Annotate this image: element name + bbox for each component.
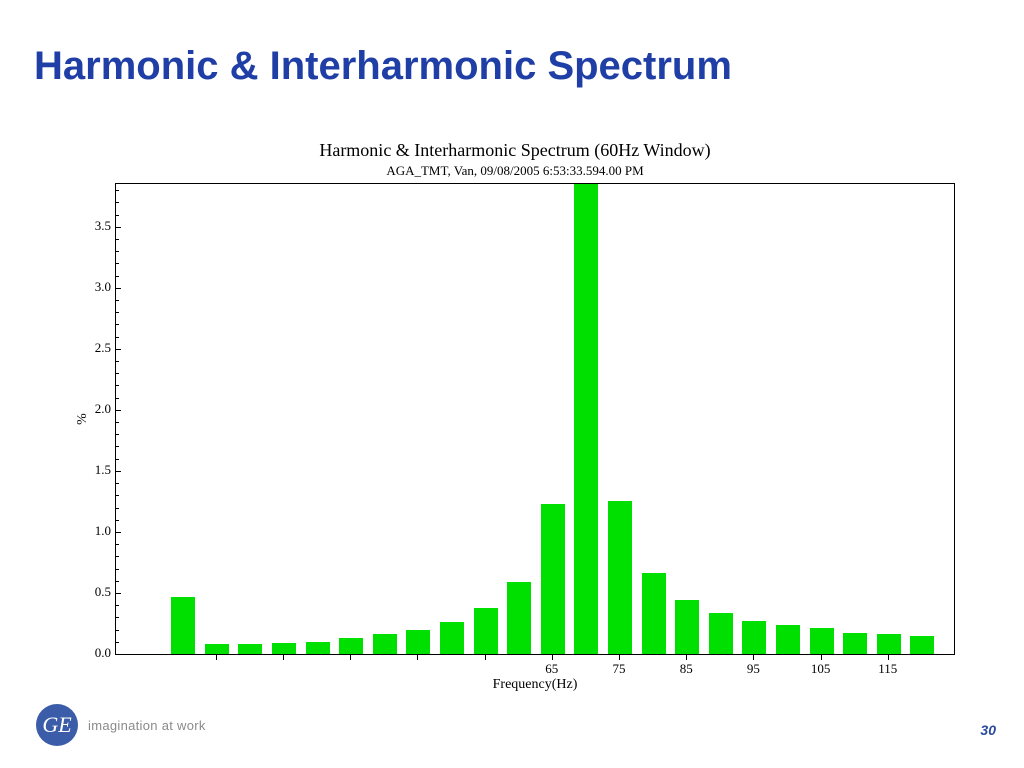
y-tick-mark: [116, 227, 121, 228]
y-tick-label: 2.5: [95, 340, 111, 356]
bar: [675, 600, 699, 654]
y-axis-ticks: 0.00.51.01.52.02.53.03.5: [91, 183, 115, 653]
y-tick-label: 2.0: [95, 401, 111, 417]
y-minor-tick: [116, 422, 119, 423]
page-number: 30: [980, 722, 996, 738]
bar: [608, 501, 632, 654]
y-minor-tick: [116, 569, 119, 570]
bar: [709, 613, 733, 655]
bar: [843, 633, 867, 654]
y-minor-tick: [116, 434, 119, 435]
x-tick-mark: [350, 655, 351, 660]
y-minor-tick: [116, 385, 119, 386]
plot-area: [115, 183, 955, 655]
bar: [776, 625, 800, 654]
y-minor-tick: [116, 483, 119, 484]
bar: [877, 634, 901, 654]
y-minor-tick: [116, 642, 119, 643]
y-minor-tick: [116, 276, 119, 277]
y-minor-tick: [116, 459, 119, 460]
y-tick-mark: [116, 288, 121, 289]
y-minor-tick: [116, 324, 119, 325]
y-tick-label: 3.5: [95, 218, 111, 234]
bar: [642, 573, 666, 654]
y-minor-tick: [116, 239, 119, 240]
y-minor-tick: [116, 202, 119, 203]
x-tick-label: 115: [878, 661, 897, 677]
chart-container: Harmonic & Interharmonic Spectrum (60Hz …: [75, 140, 955, 695]
x-tick-mark: [417, 655, 418, 660]
chart-subtitle: AGA_TMT, Van, 09/08/2005 6:53:33.594.00 …: [75, 163, 955, 179]
y-minor-tick: [116, 630, 119, 631]
y-minor-tick: [116, 300, 119, 301]
x-tick-label: 85: [680, 661, 693, 677]
bar: [406, 630, 430, 654]
y-minor-tick: [116, 337, 119, 338]
y-minor-tick: [116, 251, 119, 252]
y-tick-label: 3.0: [95, 279, 111, 295]
y-minor-tick: [116, 520, 119, 521]
bar: [541, 504, 565, 654]
slide-title: Harmonic & Interharmonic Spectrum: [34, 44, 732, 89]
y-minor-tick: [116, 263, 119, 264]
x-tick-label: 75: [613, 661, 626, 677]
footer-logo: GE imagination at work: [36, 704, 206, 746]
y-minor-tick: [116, 495, 119, 496]
bar: [574, 183, 598, 654]
y-tick-mark: [116, 471, 121, 472]
y-minor-tick: [116, 190, 119, 191]
bar: [205, 644, 229, 654]
y-minor-tick: [116, 446, 119, 447]
bar: [272, 643, 296, 654]
y-minor-tick: [116, 361, 119, 362]
x-tick-mark: [888, 655, 889, 660]
bar: [306, 642, 330, 654]
y-minor-tick: [116, 556, 119, 557]
x-tick-label: 105: [811, 661, 831, 677]
bar: [810, 628, 834, 654]
y-axis-label: %: [75, 183, 91, 655]
y-minor-tick: [116, 581, 119, 582]
bar: [339, 638, 363, 654]
y-tick-label: 0.5: [95, 584, 111, 600]
ge-logo-icon: GE: [36, 704, 78, 746]
bar: [171, 597, 195, 654]
bar: [910, 636, 934, 654]
x-tick-mark: [216, 655, 217, 660]
x-axis-label: Frequency(Hz): [493, 677, 578, 693]
chart-title: Harmonic & Interharmonic Spectrum (60Hz …: [75, 140, 955, 161]
y-tick-label: 1.0: [95, 523, 111, 539]
y-minor-tick: [116, 373, 119, 374]
x-axis: Frequency(Hz) 65 75 85 95 105 115: [115, 655, 955, 695]
x-tick-mark: [485, 655, 486, 660]
y-minor-tick: [116, 398, 119, 399]
bar: [507, 582, 531, 654]
x-tick-label: 95: [747, 661, 760, 677]
y-minor-tick: [116, 508, 119, 509]
x-tick-label: 65: [545, 661, 558, 677]
y-minor-tick: [116, 605, 119, 606]
bar: [742, 621, 766, 654]
y-tick-mark: [116, 593, 121, 594]
bar: [440, 622, 464, 654]
x-tick-mark: [753, 655, 754, 660]
y-tick-label: 0.0: [95, 645, 111, 661]
y-minor-tick: [116, 312, 119, 313]
bar: [474, 608, 498, 654]
x-tick-mark: [686, 655, 687, 660]
y-minor-tick: [116, 215, 119, 216]
y-tick-label: 1.5: [95, 462, 111, 478]
y-minor-tick: [116, 544, 119, 545]
x-tick-mark: [821, 655, 822, 660]
bar: [373, 634, 397, 654]
footer-tagline: imagination at work: [88, 718, 206, 733]
bar: [238, 644, 262, 654]
y-tick-mark: [116, 532, 121, 533]
y-tick-mark: [116, 410, 121, 411]
x-tick-mark: [619, 655, 620, 660]
y-tick-mark: [116, 349, 121, 350]
x-tick-mark: [283, 655, 284, 660]
x-tick-mark: [552, 655, 553, 660]
y-minor-tick: [116, 617, 119, 618]
